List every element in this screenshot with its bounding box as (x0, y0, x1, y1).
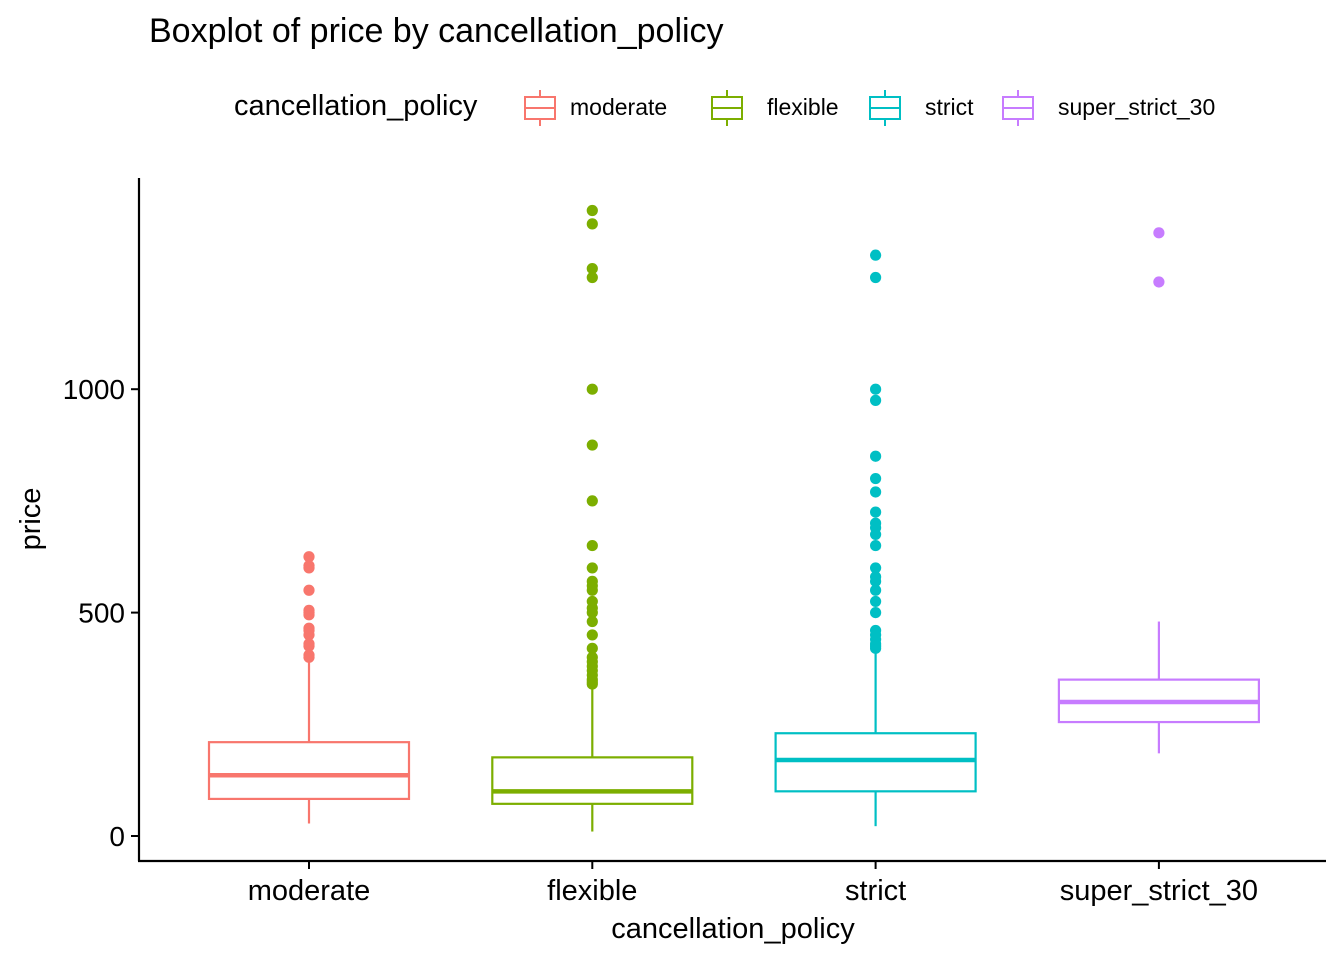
box-group-super-strict-30 (1057, 227, 1261, 754)
outlier-point-super-strict-30 (1153, 227, 1165, 239)
outlier-point-flexible (586, 615, 598, 628)
outlier-point-flexible (586, 595, 598, 608)
outlier-point-moderate (303, 560, 315, 572)
outlier-point-moderate (303, 622, 315, 634)
outlier-point-flexible (586, 575, 598, 587)
outlier-point-strict (870, 249, 882, 261)
outlier-point-strict (870, 271, 882, 284)
outlier-point-strict (870, 624, 882, 637)
outlier-point-strict (870, 595, 882, 608)
y-axis-title: price (15, 488, 47, 551)
legend-key-super-strict-30 (1002, 90, 1034, 126)
outlier-point-strict (870, 506, 882, 518)
outlier-point-flexible (586, 539, 598, 552)
outlier-point-moderate (303, 551, 315, 563)
outlier-point-strict (870, 450, 882, 462)
outlier-point-strict (870, 394, 882, 406)
boxplot-marks (207, 204, 1261, 832)
outlier-point-flexible (586, 629, 598, 641)
legend-label-strict: strict (925, 94, 974, 120)
legend-key-strict (869, 90, 901, 126)
outlier-point-flexible (586, 262, 598, 275)
legend: cancellation_policy moderate flexible st… (0, 88, 1344, 128)
outlier-point-strict (870, 584, 882, 596)
x-axis-title: cancellation_policy (611, 913, 855, 945)
y-tick-label: 0 (109, 821, 125, 852)
y-tick-label: 1000 (63, 374, 125, 405)
outlier-point-flexible (586, 218, 598, 230)
outlier-point-flexible (586, 383, 598, 395)
outlier-point-strict (870, 539, 882, 552)
outlier-point-flexible (586, 562, 598, 574)
legend-label-super-strict-30: super_strict_30 (1058, 94, 1216, 120)
legend-title: cancellation_policy (234, 90, 478, 122)
outlier-point-strict (870, 571, 882, 583)
outlier-point-strict (870, 517, 882, 529)
outlier-point-flexible (586, 439, 598, 451)
outlier-point-strict (870, 562, 882, 574)
chart-title: Boxplot of price by cancellation_policy (149, 12, 724, 50)
legend-label-moderate: moderate (570, 94, 668, 120)
legend-key-moderate (524, 90, 556, 126)
x-tick-label: flexible (547, 875, 637, 907)
outlier-point-moderate (303, 584, 315, 596)
x-tick-label: moderate (248, 875, 371, 907)
outlier-point-super-strict-30 (1153, 276, 1165, 288)
outlier-point-moderate (303, 638, 315, 650)
outlier-point-flexible (586, 651, 598, 663)
box-moderate (207, 741, 411, 801)
box-flexible (491, 756, 694, 805)
box-group-strict (774, 249, 977, 827)
axes: 0 500 1000 moderate flexible strict super_stri… (15, 178, 1326, 945)
outlier-point-moderate (303, 604, 315, 616)
outlier-point-flexible (586, 271, 598, 284)
outlier-point-strict (870, 607, 882, 619)
x-tick-label: strict (845, 875, 906, 907)
outlier-point-strict (870, 486, 882, 498)
box-group-moderate (207, 551, 411, 824)
outlier-point-strict (870, 472, 882, 485)
x-tick-label: super_strict_30 (1060, 875, 1258, 907)
y-tick-label: 500 (78, 598, 125, 629)
outlier-point-flexible (586, 495, 598, 507)
outlier-point-strict (870, 383, 882, 395)
outlier-point-flexible (586, 204, 598, 217)
outlier-point-moderate (303, 649, 315, 661)
legend-label-flexible: flexible (767, 94, 839, 120)
box-group-flexible (491, 204, 694, 832)
legend-key-flexible (711, 90, 743, 126)
outlier-point-flexible (586, 642, 598, 654)
